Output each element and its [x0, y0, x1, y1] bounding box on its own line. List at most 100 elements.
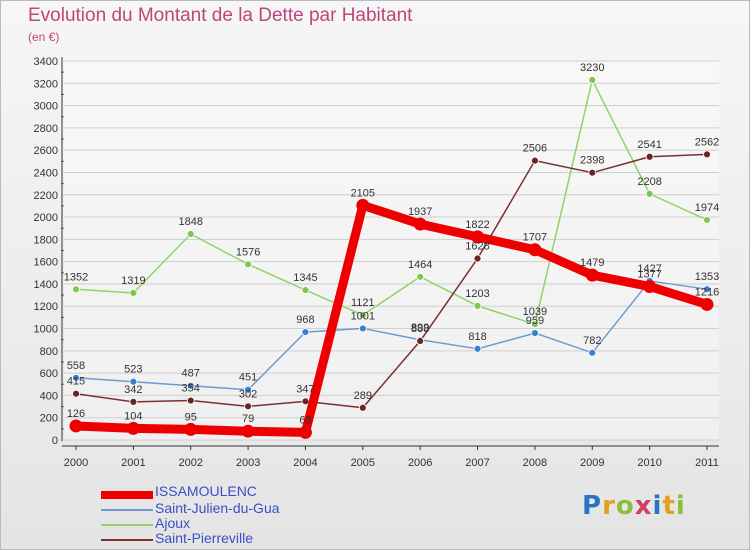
data-label: 302	[239, 388, 257, 400]
x-tick-label: 2003	[236, 457, 260, 469]
data-point	[244, 260, 252, 269]
data-label: 558	[67, 360, 85, 372]
data-point	[471, 230, 485, 244]
data-point	[528, 243, 542, 257]
legend-label: Saint-Julien-du-Gua	[155, 500, 280, 516]
x-tick-label: 2006	[408, 457, 432, 469]
y-tick-label: 3000	[34, 101, 58, 113]
y-tick-label: 1600	[34, 257, 58, 269]
data-label: 1352	[64, 271, 88, 283]
data-label: 968	[296, 314, 314, 326]
data-point	[241, 424, 255, 438]
data-point	[186, 396, 195, 405]
data-point	[645, 189, 654, 198]
data-point	[244, 402, 252, 411]
legend-swatch	[101, 491, 153, 499]
y-tick-label: 1000	[34, 324, 58, 336]
data-point	[645, 152, 654, 161]
legend-swatch	[101, 539, 153, 541]
data-label: 2398	[580, 155, 604, 167]
y-tick-label: 2200	[34, 190, 58, 202]
series-line-saint-julien-du-gua	[75, 280, 708, 391]
data-label: 1427	[637, 263, 661, 275]
data-point	[473, 302, 482, 310]
data-label: 342	[124, 384, 142, 396]
x-tick-label: 2005	[351, 457, 375, 469]
x-tick-label: 2000	[64, 457, 88, 469]
data-point	[588, 76, 597, 84]
data-point	[184, 422, 198, 436]
data-point	[129, 289, 138, 297]
chart-subtitle: (en €)	[28, 30, 60, 44]
data-point	[356, 198, 370, 212]
data-point	[69, 419, 83, 433]
logo-letter: r	[602, 491, 616, 521]
data-label: 2562	[695, 136, 719, 148]
data-point	[244, 385, 252, 394]
data-label: 2541	[637, 139, 661, 151]
logo-letter: P	[582, 491, 603, 521]
data-point	[531, 320, 539, 329]
x-tick-label: 2008	[523, 457, 547, 469]
data-label: 68	[299, 414, 311, 426]
legend-swatch	[101, 509, 153, 511]
logo-letter: t	[662, 491, 676, 521]
data-point	[531, 156, 539, 165]
data-point	[186, 381, 195, 390]
data-label: 1216	[695, 286, 719, 298]
data-label: 487	[182, 368, 200, 380]
data-label: 1001	[351, 310, 375, 322]
data-label: 1974	[695, 202, 719, 214]
logo-letter: o	[615, 491, 635, 521]
chart-title: Evolution du Montant de la Dette par Hab…	[28, 5, 413, 26]
data-label: 3230	[580, 62, 604, 74]
y-tick-label: 1400	[34, 279, 58, 291]
x-tick-label: 2009	[580, 457, 604, 469]
data-point	[358, 311, 367, 319]
data-point	[72, 389, 80, 398]
data-point	[298, 425, 312, 439]
data-label: 888	[411, 323, 429, 335]
data-point	[72, 373, 80, 382]
y-tick-label: 600	[40, 368, 58, 380]
data-point	[186, 230, 195, 238]
data-label: 2208	[637, 176, 661, 188]
data-label: 1479	[580, 257, 604, 269]
y-tick-label: 2400	[34, 167, 58, 179]
data-label: 354	[182, 383, 200, 395]
data-point	[588, 168, 597, 177]
data-label: 415	[67, 376, 85, 388]
data-point	[301, 328, 310, 336]
x-tick-label: 2007	[465, 457, 489, 469]
series-line-saint-pierreville	[75, 153, 708, 409]
data-point	[358, 403, 367, 412]
y-tick-label: 3400	[34, 56, 58, 68]
y-tick-label: 2800	[34, 123, 58, 135]
logo-letter: i	[652, 491, 663, 521]
y-tick-label: 0	[52, 435, 58, 447]
data-point	[703, 216, 711, 224]
data-label: 1319	[121, 275, 145, 287]
data-label: 818	[468, 331, 486, 343]
data-point	[585, 268, 599, 282]
legend-label: Saint-Pierreville	[155, 530, 254, 546]
logo-letter: i	[675, 491, 686, 521]
data-label: 1121	[351, 297, 375, 309]
data-label: 1039	[523, 306, 547, 318]
data-point	[700, 297, 714, 311]
x-tick-label: 2001	[121, 457, 145, 469]
legend-label: Ajoux	[155, 515, 191, 531]
data-label: 899	[411, 322, 429, 334]
data-label: 959	[526, 315, 544, 327]
data-label: 451	[239, 372, 257, 384]
data-label: 782	[583, 335, 601, 347]
data-label: 2105	[351, 187, 375, 199]
data-point	[703, 150, 711, 159]
y-tick-label: 400	[40, 390, 58, 402]
data-label: 1377	[637, 269, 661, 281]
plot-area	[64, 61, 719, 440]
data-label: 1707	[523, 232, 547, 244]
data-label: 1345	[293, 272, 317, 284]
